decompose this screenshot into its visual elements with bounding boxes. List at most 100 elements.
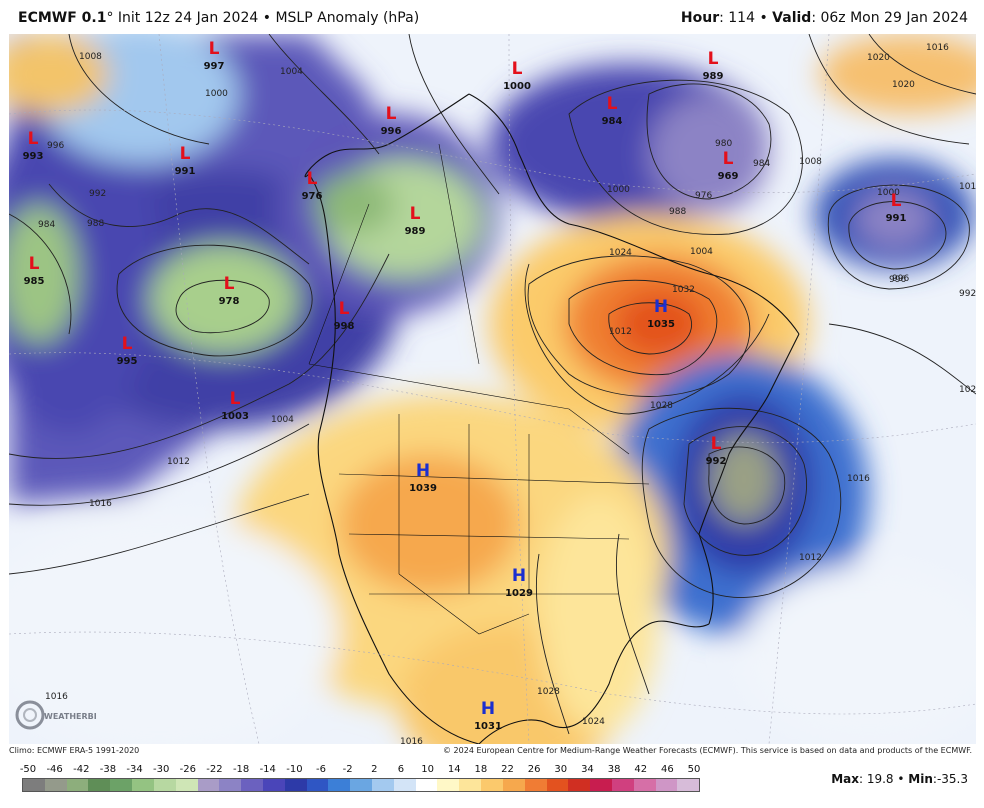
colorbar-swatch xyxy=(568,779,591,791)
hour-value: : 114 xyxy=(719,10,755,26)
anomaly-field xyxy=(9,34,976,744)
colorbar-swatch xyxy=(524,779,547,791)
pressure-center-value: 1035 xyxy=(647,319,675,330)
borders xyxy=(308,143,650,635)
pressure-center-value: 1029 xyxy=(505,588,533,599)
pressure-center-symbol: L xyxy=(711,434,722,454)
isobar-value-label: 1004 xyxy=(271,415,294,425)
isobar-value-label: 1020 xyxy=(892,80,915,90)
header: ECMWF 0.1° Init 12z 24 Jan 2024 • MSLP A… xyxy=(0,0,984,34)
colorbar-tick-label: 26 xyxy=(527,764,541,775)
colorbar-swatch xyxy=(546,779,569,791)
pressure-center-symbol: L xyxy=(607,94,618,114)
colorbar-tick-label: 50 xyxy=(687,764,701,775)
isobar-value-label: 1032 xyxy=(672,285,695,295)
valid-separator: • xyxy=(759,10,768,26)
colorbar-swatch xyxy=(655,779,678,791)
low-pressure-center: L 1003 xyxy=(221,389,249,422)
pressure-center-value: 976 xyxy=(302,191,323,202)
colorbar-swatch xyxy=(481,779,503,791)
isobar-value-label: 1012 xyxy=(959,182,976,192)
pressure-center-value: 1031 xyxy=(474,721,502,732)
init-time: Init 12z 24 Jan 2024 xyxy=(117,10,259,26)
isobar-value-label: 1016 xyxy=(45,692,68,702)
pressure-center-symbol: L xyxy=(28,129,39,149)
coastlines xyxy=(304,93,800,744)
low-pressure-center: L 978 xyxy=(219,274,240,307)
valid-info: Hour: 114 • Valid: 06z Mon 29 Jan 2024 xyxy=(681,10,968,26)
colorbar-ticks: -50 -46 -42 -38 -34 -30 -26 -22 -18 -14 -10 -6 -2 2 6 1… xyxy=(20,764,701,776)
isobar-value-label: 1012 xyxy=(167,457,190,467)
isobar-value-label: 1000 xyxy=(607,185,630,195)
isobar-value-label: 1028 xyxy=(650,401,673,411)
colorbar-swatch xyxy=(44,779,67,791)
isobar-value-label: 1020 xyxy=(959,385,976,395)
colorbar-swatch xyxy=(153,779,176,791)
colorbar-tick-label: -14 xyxy=(259,764,276,775)
pressure-center-value: 1000 xyxy=(503,81,531,92)
colorbar-swatch xyxy=(132,779,154,791)
pressure-center-value: 1039 xyxy=(409,483,437,494)
pressure-center-symbol: L xyxy=(122,334,133,354)
colorbar-tick-label: 10 xyxy=(421,764,434,775)
isobar-value-label: 1008 xyxy=(799,157,822,167)
isobar-value-label: 984 xyxy=(753,159,770,169)
colorbar-swatch xyxy=(306,779,329,791)
colorbar xyxy=(22,778,700,792)
isobar-value-label: 980 xyxy=(715,139,732,149)
isobars xyxy=(9,34,976,735)
colorbar-tick-label: 18 xyxy=(474,764,488,775)
max-value: : 19.8 xyxy=(858,772,894,786)
low-pressure-center: L 976 xyxy=(302,169,323,202)
colorbar-tick-label: -42 xyxy=(73,764,90,775)
isobar-value-label: 992 xyxy=(959,289,976,299)
colorbar-swatch xyxy=(284,779,307,791)
colorbar-swatch xyxy=(110,779,133,791)
pressure-center-value: 995 xyxy=(117,356,138,367)
pressure-center-symbol: H xyxy=(416,461,430,481)
isobar-value-label: 1024 xyxy=(582,717,605,727)
isobar-labels: 1004 1008 1000 996 992 988 984 1012 1016 1020 1024… xyxy=(38,43,976,744)
graticule xyxy=(9,34,976,744)
low-pressure-center: L 989 xyxy=(405,204,426,237)
low-pressure-center: L 969 xyxy=(718,149,739,182)
colorbar-swatch xyxy=(372,779,394,791)
pressure-center-value: 969 xyxy=(718,171,739,182)
low-pressure-center: L 996 xyxy=(381,104,402,137)
min-label: Min xyxy=(908,772,933,786)
logo-icon: WEATHERBELL xyxy=(15,700,109,730)
colorbar-tick-label: -34 xyxy=(126,764,143,775)
isobar-value-label: 976 xyxy=(695,191,712,201)
isobar-value-label: 996 xyxy=(892,274,909,284)
low-pressure-center: L 991 xyxy=(886,191,907,224)
pressure-center-value: 984 xyxy=(602,116,623,127)
pressure-center-value: 998 xyxy=(334,321,355,332)
colorbar-tick-label: 38 xyxy=(607,764,621,775)
pressure-center-symbol: L xyxy=(386,104,397,124)
hour-label: Hour xyxy=(680,10,720,26)
colorbar-swatch xyxy=(633,779,656,791)
valid-label: Valid xyxy=(772,10,812,26)
colorbar-tick-label: -22 xyxy=(206,764,223,775)
pressure-center-symbol: L xyxy=(29,254,40,274)
colorbar-tick-label: -38 xyxy=(99,764,117,775)
low-pressure-center: L 984 xyxy=(602,94,623,127)
low-pressure-center: L 997 xyxy=(204,39,225,72)
chart-title: ECMWF 0.1° Init 12z 24 Jan 2024 • MSLP A… xyxy=(18,10,419,26)
low-pressure-center: L 998 xyxy=(334,299,355,332)
isobar-value-label: 1016 xyxy=(400,737,423,744)
copyright-note: © 2024 European Centre for Medium-Range … xyxy=(443,746,972,755)
degree-symbol: ° xyxy=(106,10,114,26)
pressure-center-symbol: L xyxy=(410,204,421,224)
low-pressure-center: L 989 xyxy=(703,49,724,82)
pressure-center-value: 991 xyxy=(886,213,907,224)
low-pressure-center: L 1000 xyxy=(503,59,531,92)
isobar-value-label: 1000 xyxy=(877,188,900,198)
colorbar-tick-label: -30 xyxy=(153,764,170,775)
colorbar-swatch xyxy=(66,779,89,791)
colorbar-swatch xyxy=(241,779,263,791)
colorbar-tick-label: 34 xyxy=(581,764,594,775)
max-min-separator: • xyxy=(897,772,905,786)
low-pressure-center: L 991 xyxy=(175,144,196,177)
pressure-centers: L 997 L 993 L 991 L 996 L 976 L 989 L 985 L 978 L 998 L 995… xyxy=(23,39,907,732)
